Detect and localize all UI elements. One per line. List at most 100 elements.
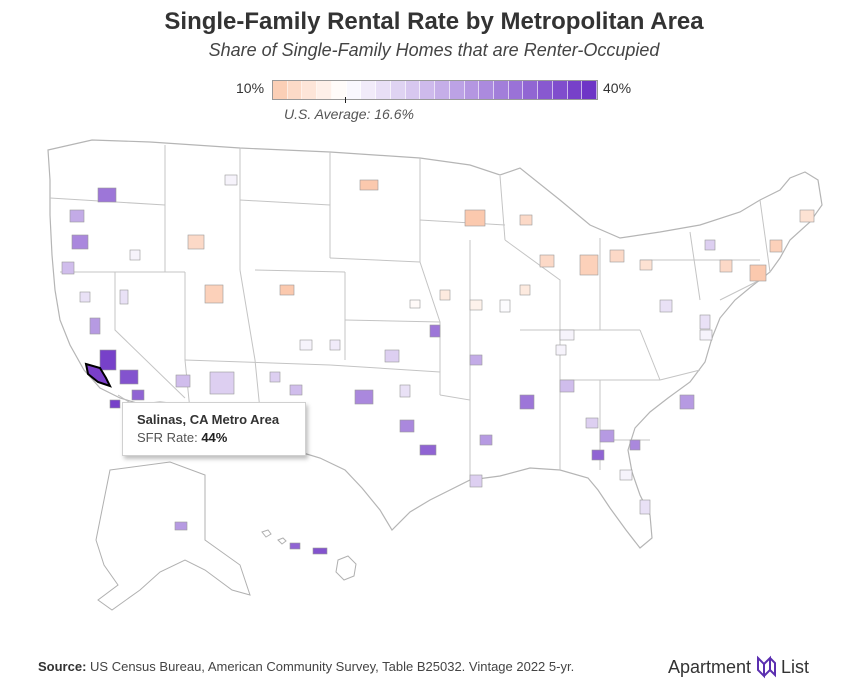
legend-swatch — [523, 81, 539, 99]
metro-area[interactable] — [719, 259, 733, 273]
metro-area[interactable] — [109, 399, 121, 409]
metro-tooltip: Salinas, CA Metro Area SFR Rate: 44% — [122, 402, 306, 456]
metro-area[interactable] — [579, 254, 599, 276]
metro-area[interactable] — [299, 339, 313, 351]
metro-area[interactable] — [585, 417, 599, 429]
legend-swatch — [420, 81, 436, 99]
metro-area[interactable] — [619, 469, 633, 481]
metro-area[interactable] — [174, 521, 188, 531]
tooltip-rate-row: SFR Rate: 44% — [137, 430, 305, 445]
legend-color-scale — [272, 80, 598, 100]
metro-area[interactable] — [312, 547, 328, 555]
metro-area[interactable] — [119, 369, 139, 385]
selected-metro-salinas[interactable] — [84, 362, 112, 388]
metro-area[interactable] — [209, 371, 235, 395]
metro-area[interactable] — [224, 174, 238, 186]
metro-area[interactable] — [187, 234, 205, 250]
metro-area[interactable] — [519, 394, 535, 410]
metro-area[interactable] — [555, 344, 567, 356]
metro-area[interactable] — [679, 394, 695, 410]
legend-min-label: 10% — [236, 80, 265, 96]
legend-swatch — [302, 81, 318, 99]
metro-area[interactable] — [639, 499, 651, 515]
metro-area[interactable] — [289, 384, 303, 396]
tooltip-title: Salinas, CA Metro Area — [137, 412, 280, 427]
metro-area[interactable] — [289, 542, 301, 550]
metro-area[interactable] — [539, 254, 555, 268]
legend-swatch — [538, 81, 553, 99]
metro-area[interactable] — [269, 371, 281, 383]
metro-area[interactable] — [384, 349, 400, 363]
metro-area[interactable] — [479, 434, 493, 446]
metro-area[interactable] — [699, 329, 713, 341]
legend-max-label: 40% — [603, 80, 632, 96]
source-label: Source: — [38, 659, 87, 674]
legend-swatch — [567, 81, 583, 99]
legend-swatch — [390, 81, 406, 99]
metro-area[interactable] — [559, 329, 575, 341]
metro-area[interactable] — [469, 354, 483, 366]
metro-area[interactable] — [399, 419, 415, 433]
metro-area[interactable] — [704, 239, 716, 251]
legend-swatch — [464, 81, 480, 99]
metro-area[interactable] — [629, 439, 641, 451]
metro-area[interactable] — [591, 449, 605, 461]
source-text: US Census Bureau, American Community Sur… — [90, 659, 575, 674]
chart-title: Single-Family Rental Rate by Metropolita… — [164, 8, 704, 35]
chart-subtitle: Share of Single-Family Homes that are Re… — [208, 40, 660, 60]
metro-area[interactable] — [799, 209, 815, 223]
metro-area[interactable] — [419, 444, 437, 456]
metro-area[interactable] — [439, 289, 451, 301]
metro-area[interactable] — [599, 429, 615, 443]
metro-area[interactable] — [429, 324, 441, 338]
metro-areas[interactable] — [61, 174, 815, 555]
legend-swatch — [435, 81, 450, 99]
metro-area[interactable] — [279, 284, 295, 296]
metro-area[interactable] — [409, 299, 421, 309]
brand-logo[interactable]: Apartment List — [668, 654, 809, 680]
metro-area[interactable] — [71, 234, 89, 250]
metro-area[interactable] — [639, 259, 653, 271]
metro-area[interactable] — [464, 209, 486, 227]
metro-area[interactable] — [359, 179, 379, 191]
state-borders — [49, 145, 771, 480]
metro-area[interactable] — [469, 474, 483, 488]
metro-area[interactable] — [131, 389, 145, 401]
tooltip-rate-label: SFR Rate: — [137, 430, 198, 445]
metro-area[interactable] — [559, 379, 575, 393]
metro-area[interactable] — [79, 291, 91, 303]
metro-area[interactable] — [69, 209, 85, 223]
tooltip-rate-value: 44% — [201, 430, 228, 445]
metro-area[interactable] — [769, 239, 783, 253]
metro-area[interactable] — [749, 264, 767, 282]
metro-area[interactable] — [204, 284, 224, 304]
legend-swatch — [361, 81, 377, 99]
metro-area[interactable] — [129, 249, 141, 261]
metro-area[interactable] — [659, 299, 673, 313]
legend-swatch — [449, 81, 465, 99]
legend-swatch — [346, 81, 362, 99]
metro-area[interactable] — [119, 289, 129, 305]
hawaii-outline — [261, 529, 357, 581]
metro-area[interactable] — [399, 384, 411, 398]
source-note: Source: US Census Bureau, American Commu… — [38, 659, 574, 674]
metro-area[interactable] — [329, 339, 341, 351]
metro-area[interactable] — [89, 317, 101, 335]
alaska-outline — [95, 461, 251, 611]
legend-swatch — [331, 81, 347, 99]
metro-area[interactable] — [469, 299, 483, 311]
metro-area[interactable] — [499, 299, 511, 313]
metro-area[interactable] — [354, 389, 374, 405]
metro-area[interactable] — [699, 314, 711, 330]
metro-area[interactable] — [97, 187, 117, 203]
metro-area[interactable] — [175, 374, 191, 388]
metro-area[interactable] — [99, 349, 117, 371]
metro-area[interactable] — [609, 249, 625, 263]
apartment-list-logo-icon — [757, 655, 777, 679]
brand-name-right: List — [781, 656, 810, 677]
metro-area[interactable] — [61, 261, 75, 275]
metro-area[interactable] — [519, 214, 533, 226]
legend-swatch — [552, 81, 568, 99]
metro-area[interactable] — [519, 284, 531, 296]
